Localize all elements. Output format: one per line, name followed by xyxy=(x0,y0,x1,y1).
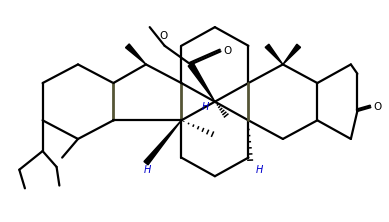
Text: O: O xyxy=(159,31,168,41)
Text: O: O xyxy=(373,102,382,112)
Polygon shape xyxy=(283,44,301,64)
Polygon shape xyxy=(265,44,283,64)
Polygon shape xyxy=(188,63,215,102)
Text: O: O xyxy=(223,46,232,56)
Text: H: H xyxy=(256,165,263,175)
Polygon shape xyxy=(144,120,181,165)
Polygon shape xyxy=(126,44,146,64)
Text: H: H xyxy=(144,165,152,175)
Text: H: H xyxy=(202,102,209,112)
